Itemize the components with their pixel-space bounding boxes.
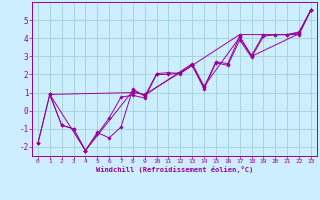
X-axis label: Windchill (Refroidissement éolien,°C): Windchill (Refroidissement éolien,°C) [96, 166, 253, 173]
